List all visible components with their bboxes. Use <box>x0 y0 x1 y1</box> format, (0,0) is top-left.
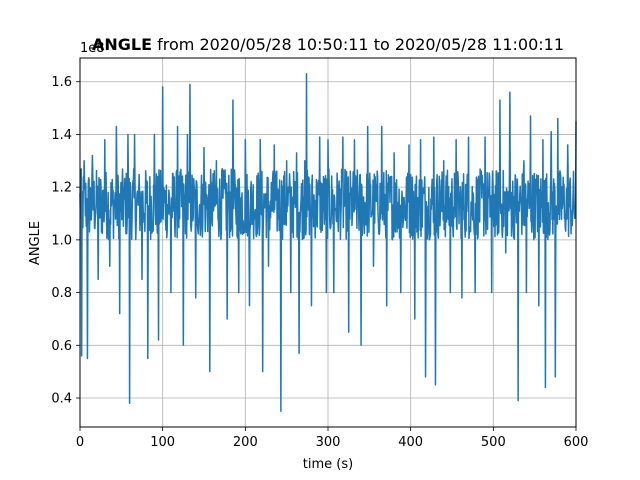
y-axis-ticks: 0.4 0.6 0.8 1.0 1.2 1.4 1.6 <box>51 75 80 407</box>
x-tick-label: 500 <box>481 435 506 450</box>
y-axis-label: ANGLE <box>28 221 43 265</box>
y-offset-label: 1e8 <box>80 41 105 56</box>
y-tick-label: 1.0 <box>51 233 72 248</box>
x-tick-label: 200 <box>233 435 258 450</box>
grid <box>79 58 577 427</box>
x-tick-label: 100 <box>150 435 175 450</box>
chart-title: ANGLE from 2020/05/28 10:50:11 to 2020/0… <box>92 35 564 54</box>
y-tick-label: 0.4 <box>51 392 72 407</box>
y-tick-label: 1.2 <box>51 181 72 196</box>
series-line-angle <box>79 73 577 412</box>
x-tick-label: 300 <box>316 435 341 450</box>
x-axis-ticks: 0 100 200 300 400 500 600 <box>76 427 589 450</box>
x-axis-label: time (s) <box>303 457 353 472</box>
y-tick-label: 0.8 <box>51 286 72 301</box>
y-tick-label: 1.6 <box>51 75 72 90</box>
chart-title-bold: ANGLE <box>92 35 152 54</box>
x-tick-label: 0 <box>76 435 84 450</box>
x-tick-label: 600 <box>564 435 589 450</box>
x-tick-label: 400 <box>398 435 423 450</box>
chart-title-rest: from 2020/05/28 10:50:11 to 2020/05/28 1… <box>152 35 564 54</box>
y-tick-label: 0.6 <box>51 339 72 354</box>
series-group <box>79 73 577 412</box>
y-tick-label: 1.4 <box>51 128 72 143</box>
